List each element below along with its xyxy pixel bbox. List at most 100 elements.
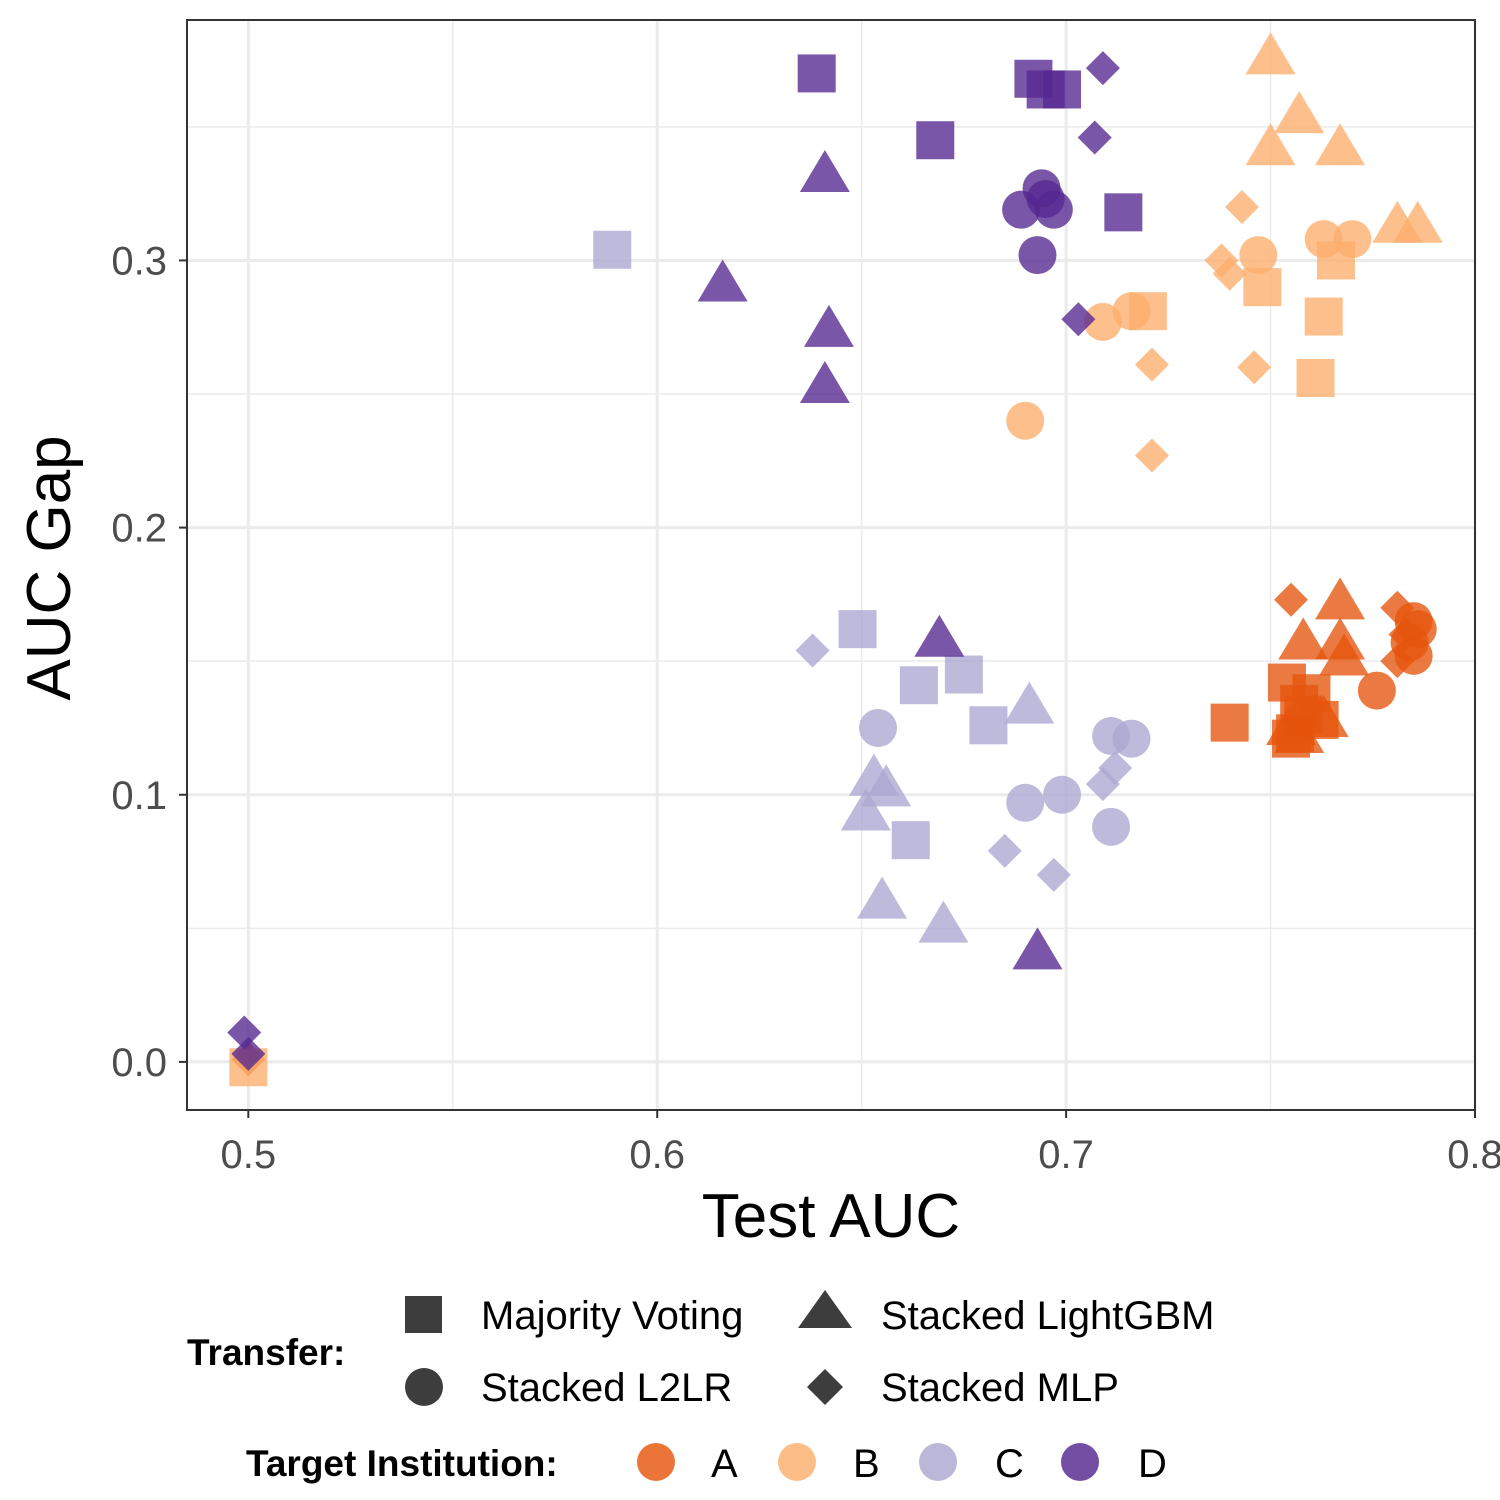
- y-tick-label: 0.3: [111, 239, 167, 283]
- data-point-c-circle: [1092, 807, 1131, 846]
- data-point-d-diamond: [231, 1036, 266, 1071]
- data-point-a-diamond: [1380, 644, 1415, 679]
- data-point-c-square: [969, 706, 1008, 745]
- data-point-b-diamond: [1237, 350, 1272, 385]
- legend-label-institution-b: B: [853, 1442, 880, 1486]
- data-point-b-diamond: [1224, 190, 1259, 225]
- data-point-a-circle: [1357, 671, 1396, 710]
- legend-key-triangle: [798, 1290, 852, 1328]
- data-point-b-circle: [1333, 220, 1372, 259]
- data-point-c-square: [593, 230, 632, 269]
- y-tick-label: 0.1: [111, 774, 167, 818]
- data-point-d-triangle: [697, 259, 748, 302]
- data-point-d-circle: [1018, 236, 1057, 275]
- data-point-b-diamond: [1134, 347, 1169, 382]
- data-point-b-triangle: [1274, 91, 1325, 134]
- data-point-c-diamond: [1036, 857, 1071, 892]
- data-point-c-triangle: [857, 876, 908, 919]
- data-point-b-circle: [1304, 220, 1343, 259]
- data-point-a-triangle: [1298, 694, 1349, 737]
- data-point-c-diamond: [1085, 767, 1120, 802]
- data-point-b-square: [1296, 358, 1335, 397]
- data-point-d-square: [916, 121, 955, 160]
- data-point-d-diamond: [1061, 302, 1096, 337]
- data-point-c-square: [944, 655, 983, 694]
- data-point-c-circle: [859, 708, 898, 747]
- legend-label-stacked-mlp: Stacked MLP: [881, 1366, 1119, 1410]
- data-point-c-square: [891, 821, 930, 860]
- data-point-b-diamond: [1212, 256, 1247, 291]
- data-point-d-circle: [1034, 190, 1073, 229]
- x-axis-title: Test AUC: [702, 1182, 960, 1251]
- legend-label-institution-a: A: [711, 1442, 738, 1486]
- grid-minor: [187, 20, 1475, 1110]
- x-axis: 0.5 0.6 0.7 0.8: [221, 1110, 1500, 1177]
- plot-border: [186, 19, 1476, 1111]
- legend-label-stacked-lightgbm: Stacked LightGBM: [881, 1294, 1215, 1338]
- data-point-c-circle: [1006, 783, 1045, 822]
- legend-label-stacked-l2lr: Stacked L2LR: [481, 1366, 732, 1410]
- data-point-b-triangle: [1245, 123, 1296, 166]
- x-tick-label: 0.6: [629, 1133, 685, 1177]
- data-point-d-triangle: [914, 614, 965, 657]
- data-point-a-triangle: [1315, 577, 1366, 620]
- legend-key-institution-b: [778, 1443, 816, 1481]
- data-point-a-diamond: [1380, 590, 1415, 625]
- data-point-b-circle: [1112, 292, 1151, 331]
- data-point-c-triangle: [918, 900, 969, 943]
- data-point-c-circle: [1112, 719, 1151, 758]
- data-point-d-diamond: [1085, 51, 1120, 86]
- y-tick-label: 0.2: [111, 507, 167, 551]
- data-point-d-triangle: [1012, 927, 1063, 970]
- data-point-b-circle: [1006, 401, 1045, 440]
- data-point-a-diamond: [1274, 582, 1308, 617]
- data-point-c-square: [899, 666, 938, 705]
- data-point-d-square: [797, 54, 836, 93]
- data-point-d-triangle: [799, 361, 850, 404]
- data-point-a-triangle: [1266, 702, 1316, 745]
- data-point-a-triangle: [1319, 633, 1370, 676]
- data-point-b-circle: [1239, 236, 1278, 275]
- data-point-d-triangle: [799, 149, 850, 192]
- legend-key-institution-c: [919, 1443, 957, 1481]
- legend-label-institution-d: D: [1138, 1442, 1167, 1486]
- legend-label-institution-c: C: [995, 1442, 1024, 1486]
- legend-transfer-title: Transfer:: [187, 1332, 345, 1373]
- data-point-d-square: [1043, 70, 1082, 109]
- data-points: [227, 32, 1443, 1087]
- legend-key-diamond: [807, 1369, 843, 1405]
- data-point-d-diamond: [1077, 120, 1112, 155]
- data-point-c-diamond: [795, 633, 830, 668]
- x-tick-label: 0.5: [221, 1133, 277, 1177]
- data-point-b-square: [1304, 297, 1343, 336]
- data-point-d-square: [1104, 193, 1143, 232]
- y-tick-label: 0.0: [111, 1041, 167, 1085]
- data-point-d-triangle: [803, 304, 854, 347]
- data-point-a-diamond: [1388, 617, 1423, 652]
- data-point-b-circle: [1083, 302, 1122, 341]
- data-point-b-triangle: [1392, 200, 1443, 243]
- x-tick-label: 0.7: [1038, 1133, 1094, 1177]
- data-point-b-diamond: [1134, 438, 1169, 473]
- legend: Transfer: Majority Voting Stacked LightG…: [187, 1290, 1215, 1486]
- data-point-c-triangle: [840, 788, 891, 831]
- data-point-c-triangle: [861, 764, 912, 807]
- data-point-c-circle: [1043, 775, 1082, 814]
- data-point-a-square: [1210, 703, 1249, 742]
- data-point-d-diamond: [227, 1015, 262, 1050]
- y-axis-title: AUC Gap: [15, 435, 84, 700]
- data-point-c-triangle: [1004, 681, 1055, 724]
- data-point-c-square: [838, 610, 877, 649]
- legend-key-institution-d: [1061, 1443, 1099, 1481]
- data-point-b-square: [1243, 268, 1282, 307]
- data-point-b-triangle: [1315, 123, 1366, 166]
- legend-institution-title: Target Institution:: [246, 1443, 558, 1484]
- data-point-a-triangle: [1278, 617, 1329, 660]
- data-point-c-diamond: [987, 833, 1022, 868]
- data-point-d-circle: [1002, 190, 1041, 229]
- x-tick-label: 0.8: [1447, 1133, 1500, 1177]
- legend-key-institution-a: [637, 1443, 675, 1481]
- legend-label-majority-voting: Majority Voting: [481, 1294, 743, 1338]
- data-point-b-triangle: [1245, 32, 1296, 75]
